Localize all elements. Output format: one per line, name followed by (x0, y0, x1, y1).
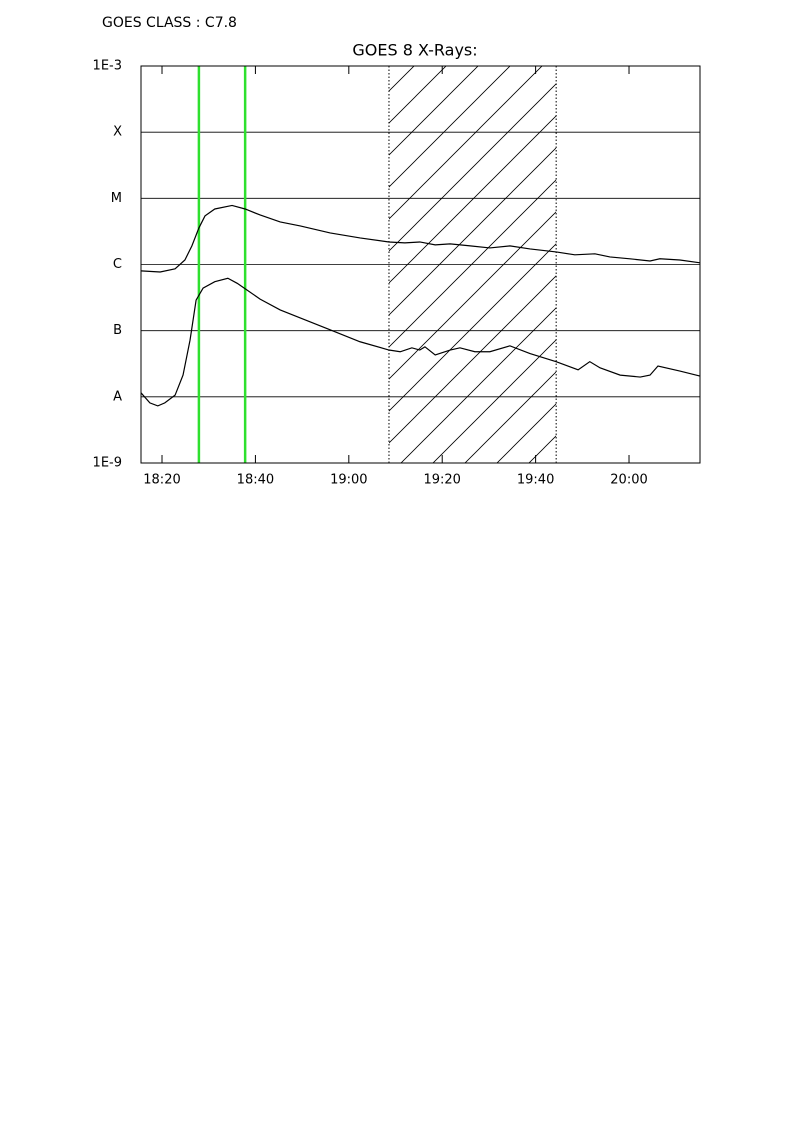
x-tick-label: 19:00 (330, 473, 367, 488)
x-tick-label: 18:40 (237, 473, 274, 488)
y-tick-label: A (113, 389, 122, 404)
x-tick-label: 19:20 (423, 473, 460, 488)
plot-area (140, 65, 701, 464)
y-tick-label: B (113, 323, 122, 338)
series-line (140, 204, 701, 273)
header: GOES CLASS : C7.8 (102, 15, 237, 31)
series-line (140, 277, 701, 407)
x-tick-label: 18:20 (143, 473, 180, 488)
y-tick-label: X (113, 125, 122, 140)
plot-frame (140, 65, 701, 464)
x-tick-label: 19:40 (517, 473, 554, 488)
y-tick-label: 1E-3 (93, 59, 122, 74)
y-tick-label: M (111, 191, 122, 206)
y-tick-label: C (113, 257, 122, 272)
x-tick-label: 20:00 (610, 473, 647, 488)
chart-title: GOES 8 X-Rays: (352, 41, 477, 60)
y-tick-label: 1E-9 (93, 456, 122, 471)
